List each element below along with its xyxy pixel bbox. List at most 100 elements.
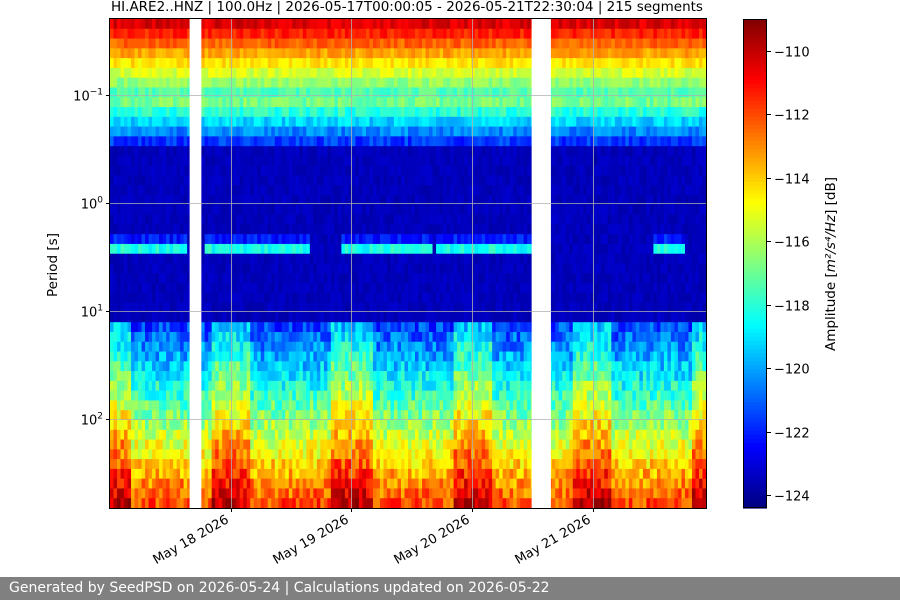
heatmap-cell <box>327 107 332 118</box>
heatmap-cell <box>369 439 374 450</box>
heatmap-cell <box>281 204 286 216</box>
heatmap-cell <box>138 331 143 343</box>
heatmap-cell <box>443 488 448 499</box>
heatmap-cell <box>117 116 122 128</box>
heatmap-cell <box>204 459 209 470</box>
heatmap-cell <box>397 390 402 402</box>
heatmap-cell <box>309 165 314 177</box>
heatmap-cell <box>323 38 328 49</box>
heatmap-cell <box>204 400 209 411</box>
heatmap-cell <box>169 48 174 59</box>
heatmap-cell <box>243 419 248 431</box>
heatmap-cell <box>393 341 399 353</box>
heatmap-cell <box>411 331 416 343</box>
heatmap-cell <box>341 468 346 480</box>
heatmap-cell <box>288 312 293 323</box>
heatmap-cell <box>415 322 420 333</box>
heatmap-cell <box>309 371 314 382</box>
heatmap-cell <box>393 419 399 431</box>
heatmap-cell <box>239 331 244 343</box>
heatmap-cell <box>141 195 146 206</box>
heatmap-cell <box>393 165 399 177</box>
heatmap-cell <box>341 195 346 206</box>
heatmap-cell <box>285 419 290 431</box>
heatmap-cell <box>323 419 328 431</box>
heatmap-cell <box>295 185 300 196</box>
heatmap-cell <box>457 19 462 30</box>
heatmap-cell <box>358 283 364 294</box>
heatmap-cell <box>295 478 300 490</box>
heatmap-cell <box>211 204 216 216</box>
heatmap-cell <box>404 283 409 294</box>
heatmap-cell <box>131 351 136 362</box>
heatmap-cell <box>372 175 378 186</box>
heatmap-cell <box>127 390 132 402</box>
heatmap-cell <box>243 107 248 118</box>
heatmap-cell <box>369 488 374 499</box>
heatmap-cell <box>180 478 185 490</box>
heatmap-cell <box>131 429 136 441</box>
heatmap-cell <box>222 48 227 59</box>
heatmap-cell <box>236 136 241 147</box>
heatmap-cell <box>418 468 423 480</box>
heatmap-cell <box>383 19 388 30</box>
heatmap-cell <box>145 38 150 49</box>
heatmap-cell <box>450 331 455 343</box>
heatmap-cell <box>320 400 325 411</box>
heatmap-cell <box>365 263 371 274</box>
heatmap-cell <box>176 410 181 421</box>
heatmap-cell <box>257 449 262 460</box>
heatmap-cell <box>358 77 364 89</box>
heatmap-cell <box>337 234 342 245</box>
heatmap-cell <box>260 214 265 225</box>
heatmap-cell <box>306 204 311 216</box>
heatmap-cell <box>376 273 381 284</box>
heatmap-cell <box>288 390 293 402</box>
heatmap-cell <box>397 488 402 499</box>
heatmap-cell <box>162 429 167 441</box>
heatmap-cell <box>222 371 227 382</box>
heatmap-cell <box>411 322 416 333</box>
heatmap-cell <box>260 419 265 431</box>
heatmap-cell <box>362 185 367 196</box>
heatmap-cell <box>439 341 444 353</box>
heatmap-cell <box>316 146 321 157</box>
heatmap-cell <box>313 77 318 89</box>
heatmap-cell <box>110 400 115 411</box>
heatmap-cell <box>138 351 143 362</box>
heatmap-cell <box>351 498 357 509</box>
heatmap-cell <box>236 243 241 255</box>
heatmap-cell <box>113 283 118 294</box>
heatmap-cell <box>159 263 164 274</box>
heatmap-cell <box>432 165 437 177</box>
heatmap-cell <box>372 195 378 206</box>
heatmap-cell <box>379 146 385 157</box>
heatmap-cell <box>208 136 213 147</box>
heatmap-cell <box>369 253 374 265</box>
heatmap-cell <box>187 488 192 499</box>
heatmap-cell <box>450 116 455 128</box>
heatmap-cell <box>201 19 206 30</box>
heatmap-cell <box>218 224 223 235</box>
heatmap-cell <box>309 283 314 294</box>
heatmap-cell <box>330 380 335 392</box>
heatmap-cell <box>173 126 178 137</box>
heatmap-cell <box>201 136 206 147</box>
heatmap-cell <box>309 214 314 225</box>
heatmap-cell <box>145 341 150 353</box>
heatmap-cell <box>278 390 283 402</box>
heatmap-cell <box>204 136 209 147</box>
heatmap-cell <box>138 429 143 441</box>
heatmap-cell <box>159 58 164 69</box>
heatmap-cell <box>243 331 248 343</box>
heatmap-cell <box>267 410 272 421</box>
heatmap-cell <box>120 243 125 255</box>
heatmap-cell <box>204 498 209 509</box>
heatmap-cell <box>264 243 269 255</box>
heatmap-cell <box>309 87 314 98</box>
heatmap-cell <box>323 273 328 284</box>
heatmap-cell <box>204 371 209 382</box>
heatmap-cell <box>257 224 262 235</box>
heatmap-cell <box>313 146 318 157</box>
heatmap-cell <box>411 341 416 353</box>
